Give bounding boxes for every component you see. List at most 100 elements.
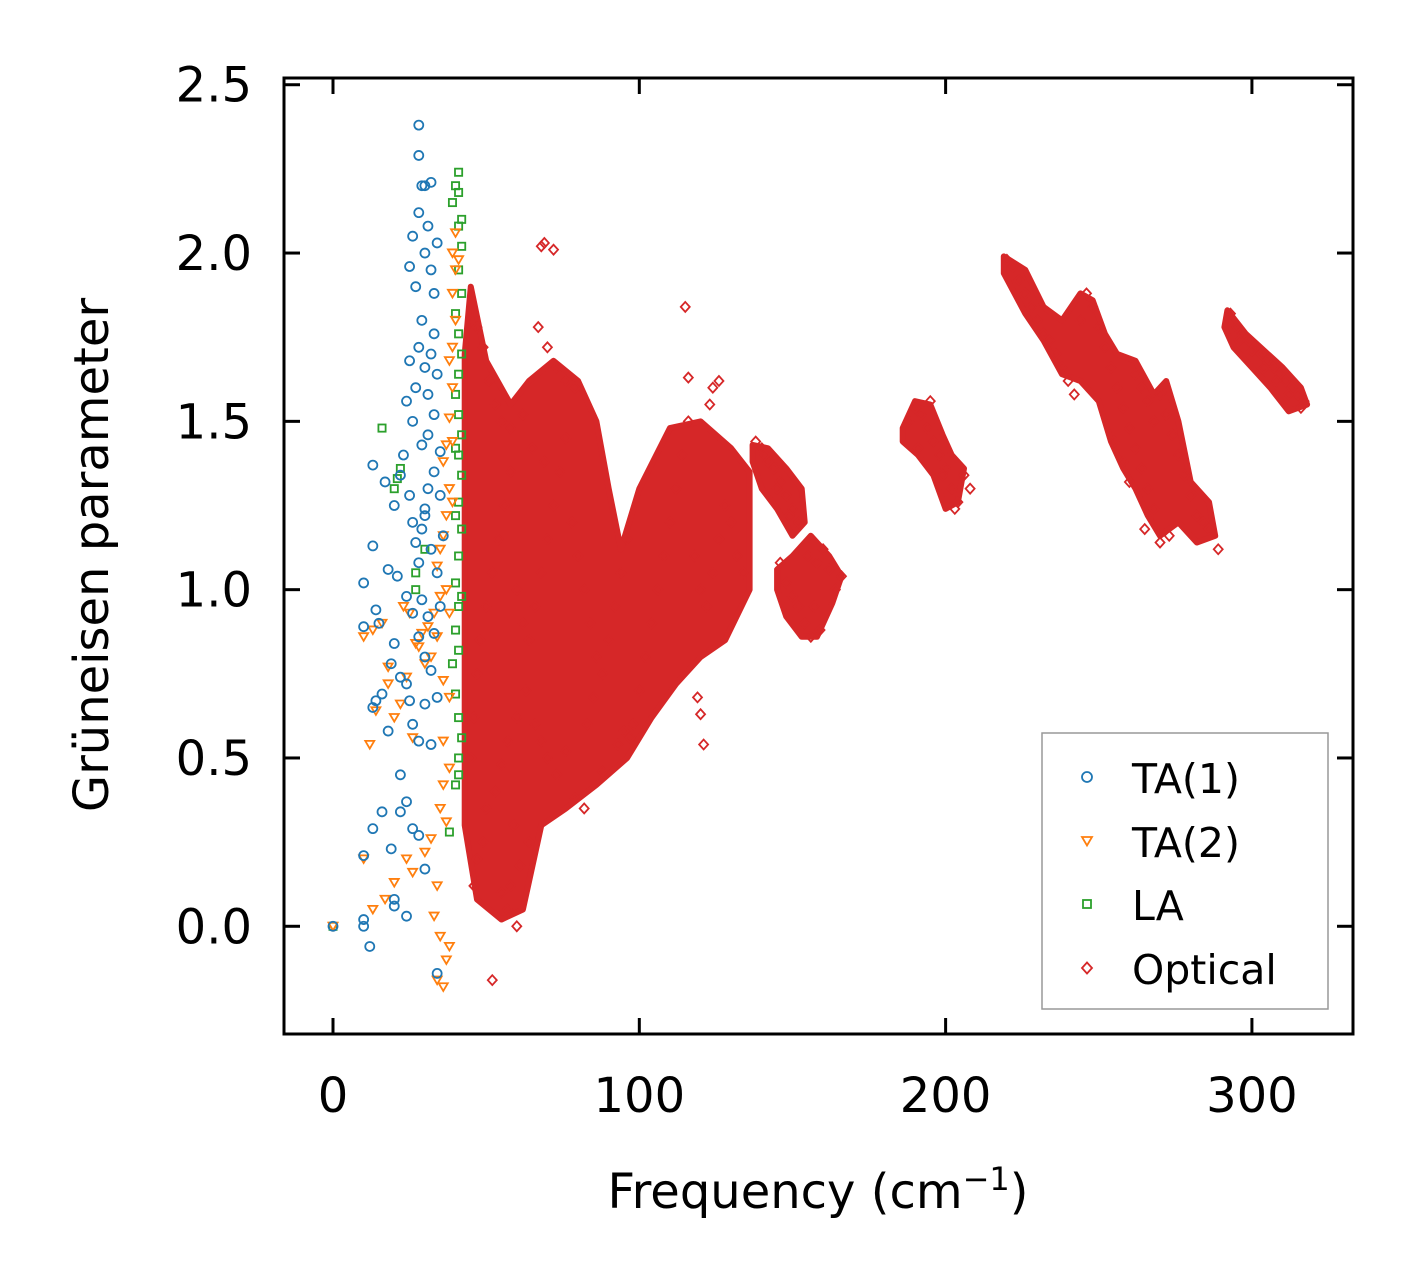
data-point	[440, 511, 453, 522]
data-point	[1111, 381, 1123, 394]
data-point	[454, 645, 464, 655]
data-point	[774, 556, 786, 570]
data-point	[584, 617, 597, 630]
data-point	[446, 288, 459, 300]
legend-marker	[1081, 771, 1093, 783]
data-point	[1117, 401, 1129, 415]
data-point	[707, 381, 719, 394]
data-point	[431, 975, 444, 986]
data-point	[511, 583, 523, 596]
data-point	[1148, 415, 1160, 428]
data-point	[691, 691, 704, 704]
data-point	[1160, 408, 1172, 421]
data-point	[465, 751, 477, 765]
data-point	[440, 440, 453, 451]
data-point	[367, 540, 379, 552]
data-point	[326, 921, 340, 933]
data-point	[428, 628, 440, 639]
data-point	[1255, 347, 1267, 361]
data-point	[808, 600, 820, 613]
data-point	[823, 563, 835, 576]
data-point	[569, 792, 581, 805]
data-point	[1007, 260, 1019, 273]
data-point	[454, 187, 464, 197]
data-point	[933, 448, 946, 462]
data-point	[664, 516, 676, 529]
data-point	[398, 449, 409, 461]
data-point	[437, 457, 450, 468]
data-point	[379, 894, 392, 906]
data-point	[759, 448, 771, 462]
data-point	[457, 349, 467, 359]
data-point	[725, 516, 737, 529]
data-point	[504, 879, 517, 893]
data-point	[401, 910, 412, 922]
data-point	[395, 463, 405, 473]
data-point	[1172, 448, 1185, 462]
data-point	[529, 718, 541, 731]
data-point	[394, 469, 406, 481]
data-point	[621, 532, 633, 546]
data-point	[1123, 421, 1136, 435]
data-point	[451, 625, 461, 635]
data-point	[367, 702, 379, 713]
data-point	[413, 829, 425, 841]
data-point	[420, 544, 430, 554]
data-point	[358, 914, 370, 925]
data-point	[454, 329, 464, 339]
data-point	[627, 718, 639, 731]
data-point	[511, 711, 523, 724]
data-point	[538, 455, 551, 469]
data-point	[694, 583, 707, 596]
data-point	[407, 823, 419, 835]
data-point	[1108, 435, 1120, 448]
data-point	[1203, 522, 1215, 536]
data-point	[639, 650, 652, 664]
data-point	[425, 665, 437, 676]
data-point	[407, 516, 419, 528]
data-point	[1135, 381, 1148, 394]
data-point	[428, 328, 440, 340]
data-point	[452, 255, 465, 266]
data-point	[731, 549, 744, 563]
data-point	[440, 955, 453, 966]
data-point	[578, 802, 590, 815]
data-point	[434, 803, 447, 815]
data-point	[397, 601, 410, 613]
data-point	[1135, 462, 1148, 475]
data-point	[508, 819, 520, 832]
data-point	[366, 625, 379, 636]
data-point	[670, 482, 682, 495]
data-point	[1154, 388, 1166, 401]
data-point	[437, 736, 450, 747]
data-point	[385, 843, 397, 855]
data-point	[1212, 542, 1224, 556]
data-point	[1282, 388, 1295, 401]
data-point	[1295, 401, 1307, 415]
data-point	[447, 659, 457, 669]
data-point	[434, 601, 446, 612]
data-point	[719, 499, 731, 512]
data-point	[1148, 502, 1160, 516]
data-point	[367, 459, 379, 471]
data-point	[550, 361, 563, 374]
data-point	[780, 489, 793, 502]
data-point	[1197, 516, 1209, 529]
data-point	[327, 920, 339, 932]
data-point	[389, 484, 399, 494]
data-point	[451, 578, 461, 588]
data-point	[615, 566, 627, 580]
data-point	[454, 770, 464, 780]
data-point	[924, 394, 937, 408]
data-point	[425, 543, 437, 555]
data-point	[1031, 314, 1044, 327]
data-point	[1184, 489, 1197, 502]
data-point	[495, 886, 508, 899]
data-point	[811, 556, 823, 570]
data-point	[517, 617, 529, 630]
data-point	[927, 435, 940, 448]
data-point	[501, 903, 514, 916]
legend-item-la: LA	[1082, 882, 1184, 930]
y-tick-label: 2.0	[176, 226, 252, 282]
data-point	[501, 734, 514, 748]
